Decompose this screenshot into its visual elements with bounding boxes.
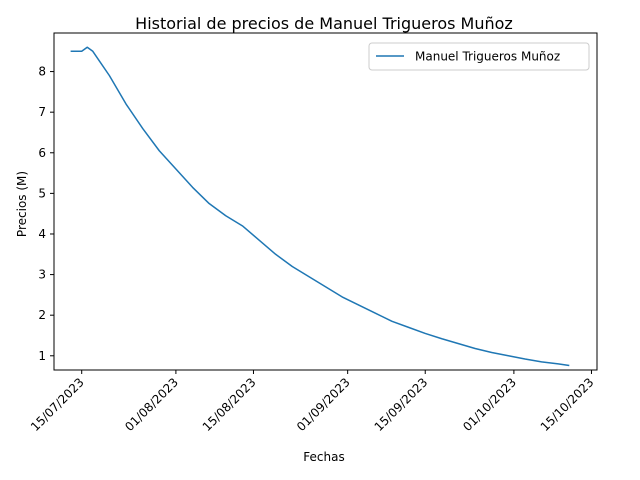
legend: Manuel Trigueros Muñoz [368, 42, 590, 71]
y-tick-label: 1 [38, 349, 46, 363]
y-tick-label: 4 [38, 227, 46, 241]
y-tick-label: 8 [38, 65, 46, 79]
x-axis-ticks: 15/07/2023 01/08/2023 15/08/2023 01/09/2023… [28, 370, 597, 434]
x-tick-label: 01/10/2023 [460, 375, 519, 434]
x-tick-label: 01/08/2023 [122, 375, 181, 434]
y-axis-label: Precios (M) [15, 171, 29, 237]
plot-frame [53, 32, 598, 371]
y-tick-label: 6 [38, 146, 46, 160]
x-tick-label: 01/09/2023 [294, 375, 353, 434]
legend-label: Manuel Trigueros Muñoz [415, 50, 560, 64]
x-axis-label: Fechas [303, 450, 344, 464]
x-tick-label: 15/08/2023 [200, 375, 259, 434]
series-line [70, 46, 570, 367]
x-tick-label: 15/10/2023 [538, 375, 597, 434]
y-tick-label: 3 [38, 268, 46, 282]
chart-title: Historial de precios de Manuel Trigueros… [135, 14, 513, 33]
y-tick-label: 2 [38, 308, 46, 322]
legend-box [368, 42, 590, 71]
x-tick-label: 15/07/2023 [28, 375, 87, 434]
x-tick-label: 15/09/2023 [372, 375, 431, 434]
y-axis-ticks: 1 2 3 4 5 6 7 8 [38, 65, 54, 363]
y-tick-label: 7 [38, 105, 46, 119]
y-tick-label: 5 [38, 186, 46, 200]
